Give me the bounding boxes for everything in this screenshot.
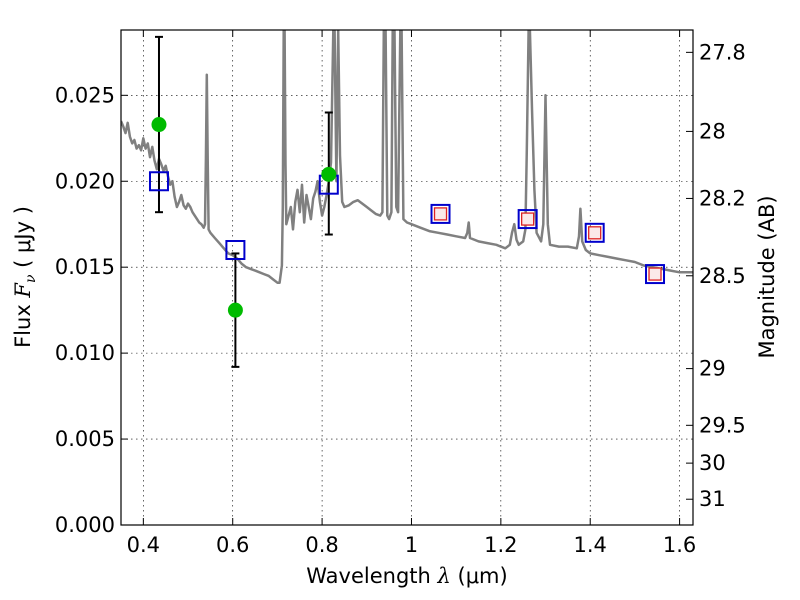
plot-frame	[120, 29, 694, 526]
inner-marker	[521, 212, 535, 226]
observed-point	[227, 302, 243, 318]
y2-tick-label: 29.5	[699, 413, 746, 437]
model-marker	[517, 209, 538, 230]
model-marker	[148, 171, 169, 192]
model-marker	[225, 240, 246, 260]
observed-point	[151, 117, 167, 133]
y-tick-label: 0.020	[55, 169, 115, 193]
y2-tick-label: 31	[699, 487, 726, 511]
y-axis-label: Flux Fν ( μJy )	[11, 206, 39, 348]
inner-marker	[433, 207, 448, 221]
y2-tick-label: 28.2	[699, 186, 746, 210]
x-tick-label: 1	[405, 533, 418, 557]
x-tick-label: 1.6	[663, 533, 696, 557]
plot-background	[121, 30, 693, 525]
marker-layer	[148, 35, 666, 368]
ticks: 0.4 0.6 0.8 1 1.2 1.4 1.6 0.000 0.005 0.010 0.015 0…	[55, 30, 746, 557]
y-tick-label: 0.010	[55, 341, 115, 365]
x-tick-label: 0.4	[127, 533, 160, 557]
y-tick-label: 0.025	[55, 83, 115, 107]
y2-tick-label: 29	[699, 357, 726, 381]
spectrum-line	[121, 30, 693, 284]
x-tick-label: 0.6	[216, 533, 249, 557]
model-marker	[584, 222, 605, 243]
y2-tick-label: 27.8	[699, 40, 746, 64]
x-axis-label: Wavelength λ (μm)	[306, 564, 507, 588]
y-tick-label: 0.015	[55, 255, 115, 279]
model-marker	[430, 203, 451, 224]
inner-marker	[588, 226, 602, 240]
model-marker	[645, 264, 666, 285]
x-tick-label: 1.4	[574, 533, 607, 557]
spectrum-layer	[121, 30, 693, 284]
y-tick-label: 0.000	[55, 513, 115, 537]
x-tick-label: 0.8	[305, 533, 338, 557]
x-tick-label: 1.2	[484, 533, 517, 557]
observed-point	[321, 166, 337, 182]
inner-marker	[648, 267, 662, 281]
y2-tick-label: 28	[699, 119, 726, 143]
y-tick-label: 0.005	[55, 427, 115, 451]
y2-tick-label: 28.5	[699, 264, 746, 288]
y2-axis-label: Magnitude (AB)	[755, 195, 779, 358]
y2-tick-label: 30	[699, 451, 726, 475]
